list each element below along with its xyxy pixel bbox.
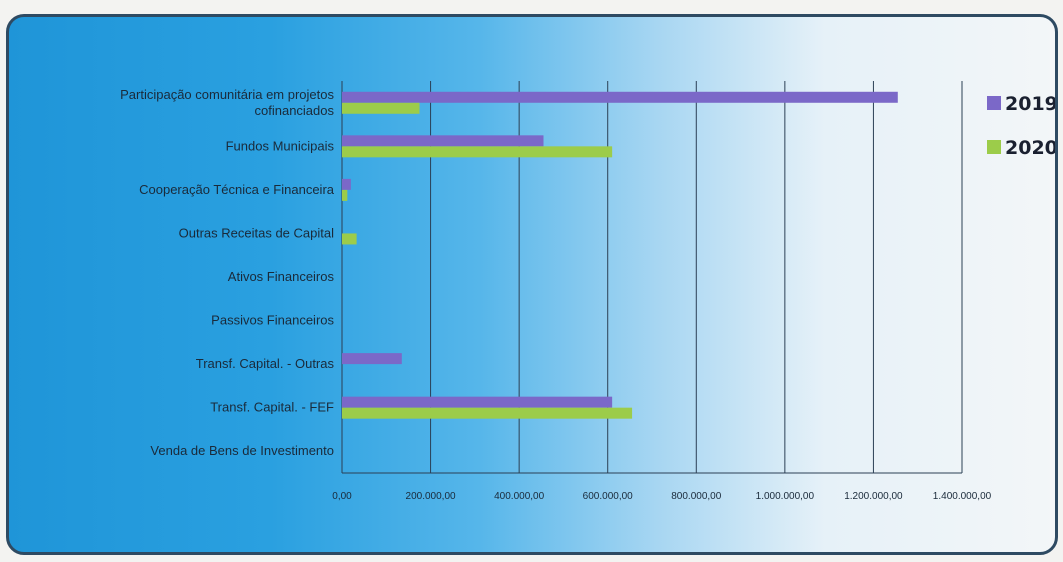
x-tick-label: 1.400.000,00	[933, 491, 992, 502]
x-tick-label: 400.000,00	[494, 491, 544, 502]
bar-2019[interactable]	[342, 135, 544, 147]
x-tick-label: 800.000,00	[671, 491, 721, 502]
bar-2019[interactable]	[342, 396, 613, 408]
bar-2020[interactable]	[342, 146, 613, 158]
chart-panel: 0,00 200.000,00 400.000,00 600.000,00 800.00…	[6, 14, 1058, 555]
bar-2020[interactable]	[342, 189, 348, 201]
category-label: Venda de Bens de Investimento	[150, 443, 334, 458]
bar-2020[interactable]	[342, 233, 357, 245]
category-label: Ativos Financeiros	[228, 269, 335, 284]
bar-2020[interactable]	[342, 407, 633, 419]
category-label: Transf. Capital. - FEF	[210, 400, 334, 415]
category-label: Outras Receitas de Capital	[179, 225, 334, 240]
category-label: Transf. Capital. - Outras	[196, 356, 335, 371]
bar-2019[interactable]	[342, 353, 402, 365]
category-label: Passivos Financeiros	[211, 313, 334, 328]
legend-label-2019: 2019	[1005, 93, 1055, 115]
legend-swatch-2019	[987, 96, 1001, 110]
bar-chart: 0,00 200.000,00 400.000,00 600.000,00 800.00…	[120, 81, 1055, 502]
bar-2020[interactable]	[342, 102, 420, 114]
x-tick-label: 1.200.000,00	[844, 491, 903, 502]
category-label: Cooperação Técnica e Financeira	[139, 182, 335, 197]
bar-2019[interactable]	[342, 91, 898, 103]
x-tick-label: 200.000,00	[406, 491, 456, 502]
x-tick-label: 1.000.000,00	[756, 491, 815, 502]
x-tick-label: 0,00	[332, 491, 352, 502]
legend-swatch-2020	[987, 140, 1001, 154]
bar-2019[interactable]	[342, 178, 351, 190]
legend-label-2020: 2020	[1005, 137, 1055, 159]
category-label: cofinanciados	[255, 103, 335, 118]
category-label: Fundos Municipais	[226, 138, 335, 153]
x-tick-label: 600.000,00	[583, 491, 633, 502]
category-label: Participação comunitária em projetos	[120, 87, 334, 102]
